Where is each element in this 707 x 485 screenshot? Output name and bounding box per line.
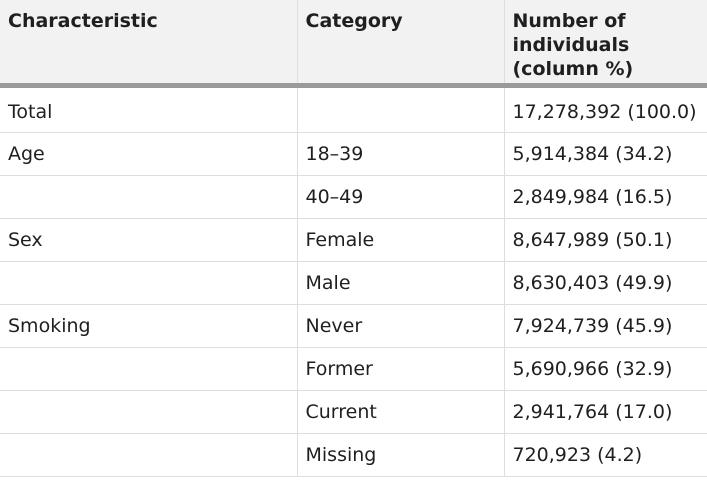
characteristic-cell: Age [0, 132, 297, 176]
characteristic-cell [0, 347, 297, 391]
table-row: Total 17,278,392 (100.0) [0, 85, 707, 133]
value-cell: 2,849,984 (16.5) [503, 175, 707, 219]
value-cell: 5,914,384 (34.2) [503, 132, 707, 176]
table-row: 40–49 2,849,984 (16.5) [0, 175, 707, 219]
table-row: Former 5,690,966 (32.9) [0, 347, 707, 391]
header-row: Characteristic Category Number of indivi… [0, 0, 707, 88]
table-row: Smoking Never 7,924,739 (45.9) [0, 304, 707, 348]
header-characteristic: Characteristic [0, 0, 297, 88]
characteristic-cell: Sex [0, 218, 297, 262]
category-cell: 40–49 [296, 175, 504, 219]
table-header: Characteristic Category Number of indivi… [0, 0, 707, 88]
characteristic-cell [0, 261, 297, 305]
value-cell: 8,630,403 (49.9) [503, 261, 707, 305]
table-row: Male 8,630,403 (49.9) [0, 261, 707, 305]
header-category: Category [296, 0, 504, 88]
characteristic-cell: Total [0, 85, 297, 133]
category-cell: Female [296, 218, 504, 262]
category-cell: 18–39 [296, 132, 504, 176]
table-row: Missing 720,923 (4.2) [0, 433, 707, 477]
table-row: Sex Female 8,647,989 (50.1) [0, 218, 707, 262]
characteristic-cell: Smoking [0, 304, 297, 348]
category-cell [296, 85, 504, 133]
category-cell: Male [296, 261, 504, 305]
category-cell: Current [296, 390, 504, 434]
characteristic-cell [0, 175, 297, 219]
value-cell: 5,690,966 (32.9) [503, 347, 707, 391]
value-cell: 17,278,392 (100.0) [503, 85, 707, 133]
value-cell: 2,941,764 (17.0) [503, 390, 707, 434]
value-cell: 720,923 (4.2) [503, 433, 707, 477]
table-row: Age 18–39 5,914,384 (34.2) [0, 132, 707, 176]
table-body: Total 17,278,392 (100.0) Age 18–39 5,914… [0, 85, 707, 477]
category-cell: Missing [296, 433, 504, 477]
header-number-of-individuals: Number of individuals (column %) [503, 0, 707, 88]
table-row: Current 2,941,764 (17.0) [0, 390, 707, 434]
characteristic-cell [0, 433, 297, 477]
characteristic-cell [0, 390, 297, 434]
value-cell: 8,647,989 (50.1) [503, 218, 707, 262]
category-cell: Former [296, 347, 504, 391]
value-cell: 7,924,739 (45.9) [503, 304, 707, 348]
category-cell: Never [296, 304, 504, 348]
